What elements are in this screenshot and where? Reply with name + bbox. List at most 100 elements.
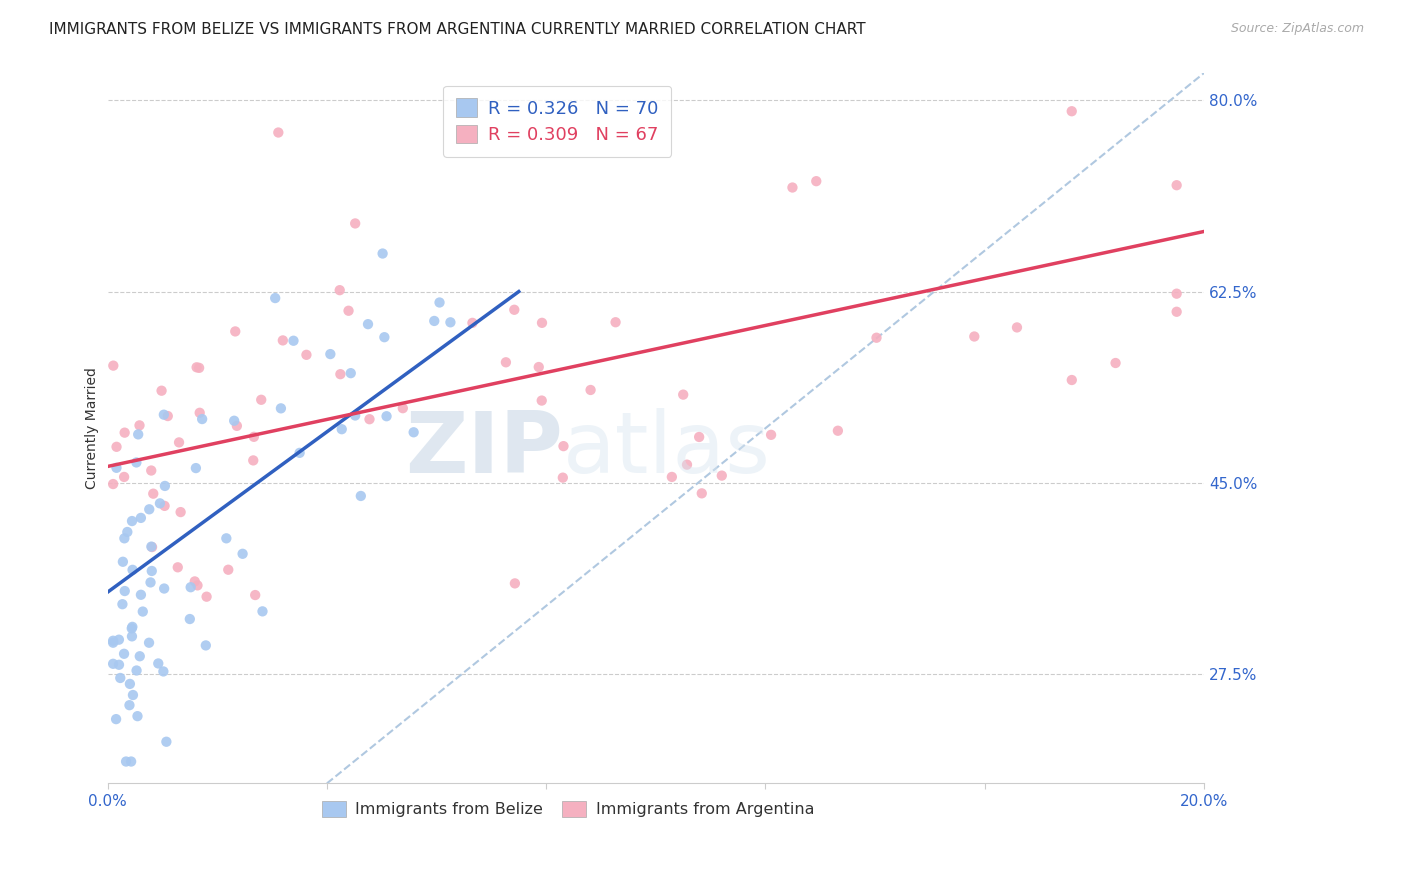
Text: ZIP: ZIP <box>405 408 562 491</box>
Point <box>114 584 136 599</box>
Text: Source: ZipAtlas.com: Source: ZipAtlas.com <box>1230 22 1364 36</box>
Point <box>827 424 849 438</box>
Point <box>169 505 191 519</box>
Point <box>373 330 395 344</box>
Point <box>149 496 172 510</box>
Point <box>105 712 128 726</box>
Point <box>188 406 211 420</box>
Point <box>195 590 218 604</box>
Point <box>153 408 176 422</box>
Point <box>530 316 553 330</box>
Point <box>152 665 174 679</box>
Point <box>108 657 131 672</box>
Point <box>530 393 553 408</box>
Point <box>129 588 152 602</box>
Point <box>117 524 139 539</box>
Y-axis label: Currently Married: Currently Married <box>86 368 100 489</box>
Point <box>141 564 163 578</box>
Point <box>1060 373 1083 387</box>
Point <box>264 291 287 305</box>
Point <box>225 418 247 433</box>
Point <box>232 547 254 561</box>
Point <box>337 303 360 318</box>
Point <box>150 384 173 398</box>
Point <box>270 401 292 416</box>
Point <box>129 511 152 525</box>
Point <box>357 317 380 331</box>
Point <box>121 620 143 634</box>
Point <box>553 439 575 453</box>
Point <box>344 409 367 423</box>
Point <box>142 486 165 500</box>
Point <box>167 435 190 450</box>
Point <box>330 422 353 436</box>
Point <box>121 621 143 635</box>
Point <box>180 580 202 594</box>
Point <box>179 612 201 626</box>
Point <box>503 302 526 317</box>
Point <box>1166 305 1188 319</box>
Point <box>245 588 267 602</box>
Point <box>111 597 134 611</box>
Point <box>121 629 143 643</box>
Point <box>191 412 214 426</box>
Point <box>148 657 170 671</box>
Point <box>105 460 128 475</box>
Point <box>461 316 484 330</box>
Point <box>676 458 699 472</box>
Point <box>155 735 177 749</box>
Point <box>132 605 155 619</box>
Point <box>283 334 305 348</box>
Point <box>271 334 294 348</box>
Point <box>371 246 394 260</box>
Point <box>141 463 163 477</box>
Point <box>108 632 131 647</box>
Point <box>153 582 176 596</box>
Point <box>688 430 710 444</box>
Point <box>759 427 782 442</box>
Point <box>186 578 208 592</box>
Point <box>114 425 136 440</box>
Point <box>118 698 141 713</box>
Point <box>690 486 713 500</box>
Point <box>429 295 451 310</box>
Point <box>127 427 149 442</box>
Point <box>527 359 550 374</box>
Point <box>118 677 141 691</box>
Point <box>112 531 135 545</box>
Point <box>579 383 602 397</box>
Point <box>329 283 352 297</box>
Point <box>710 468 733 483</box>
Point <box>439 315 461 329</box>
Point <box>391 401 413 416</box>
Point <box>350 489 373 503</box>
Point <box>215 531 238 545</box>
Point <box>112 647 135 661</box>
Point <box>101 636 124 650</box>
Point <box>141 540 163 554</box>
Point <box>166 560 188 574</box>
Point <box>186 360 208 375</box>
Point <box>115 755 138 769</box>
Point <box>243 430 266 444</box>
Point <box>344 216 367 230</box>
Point <box>551 470 574 484</box>
Point <box>250 392 273 407</box>
Text: atlas: atlas <box>562 408 770 491</box>
Point <box>188 360 211 375</box>
Point <box>184 574 207 589</box>
Point <box>112 470 135 484</box>
Point <box>122 688 145 702</box>
Point <box>242 453 264 467</box>
Point <box>125 664 148 678</box>
Point <box>495 355 517 369</box>
Point <box>125 455 148 469</box>
Point <box>672 387 695 401</box>
Point <box>963 329 986 343</box>
Point <box>1104 356 1126 370</box>
Point <box>111 555 134 569</box>
Point <box>319 347 342 361</box>
Point <box>128 649 150 664</box>
Point <box>194 639 217 653</box>
Point <box>153 499 176 513</box>
